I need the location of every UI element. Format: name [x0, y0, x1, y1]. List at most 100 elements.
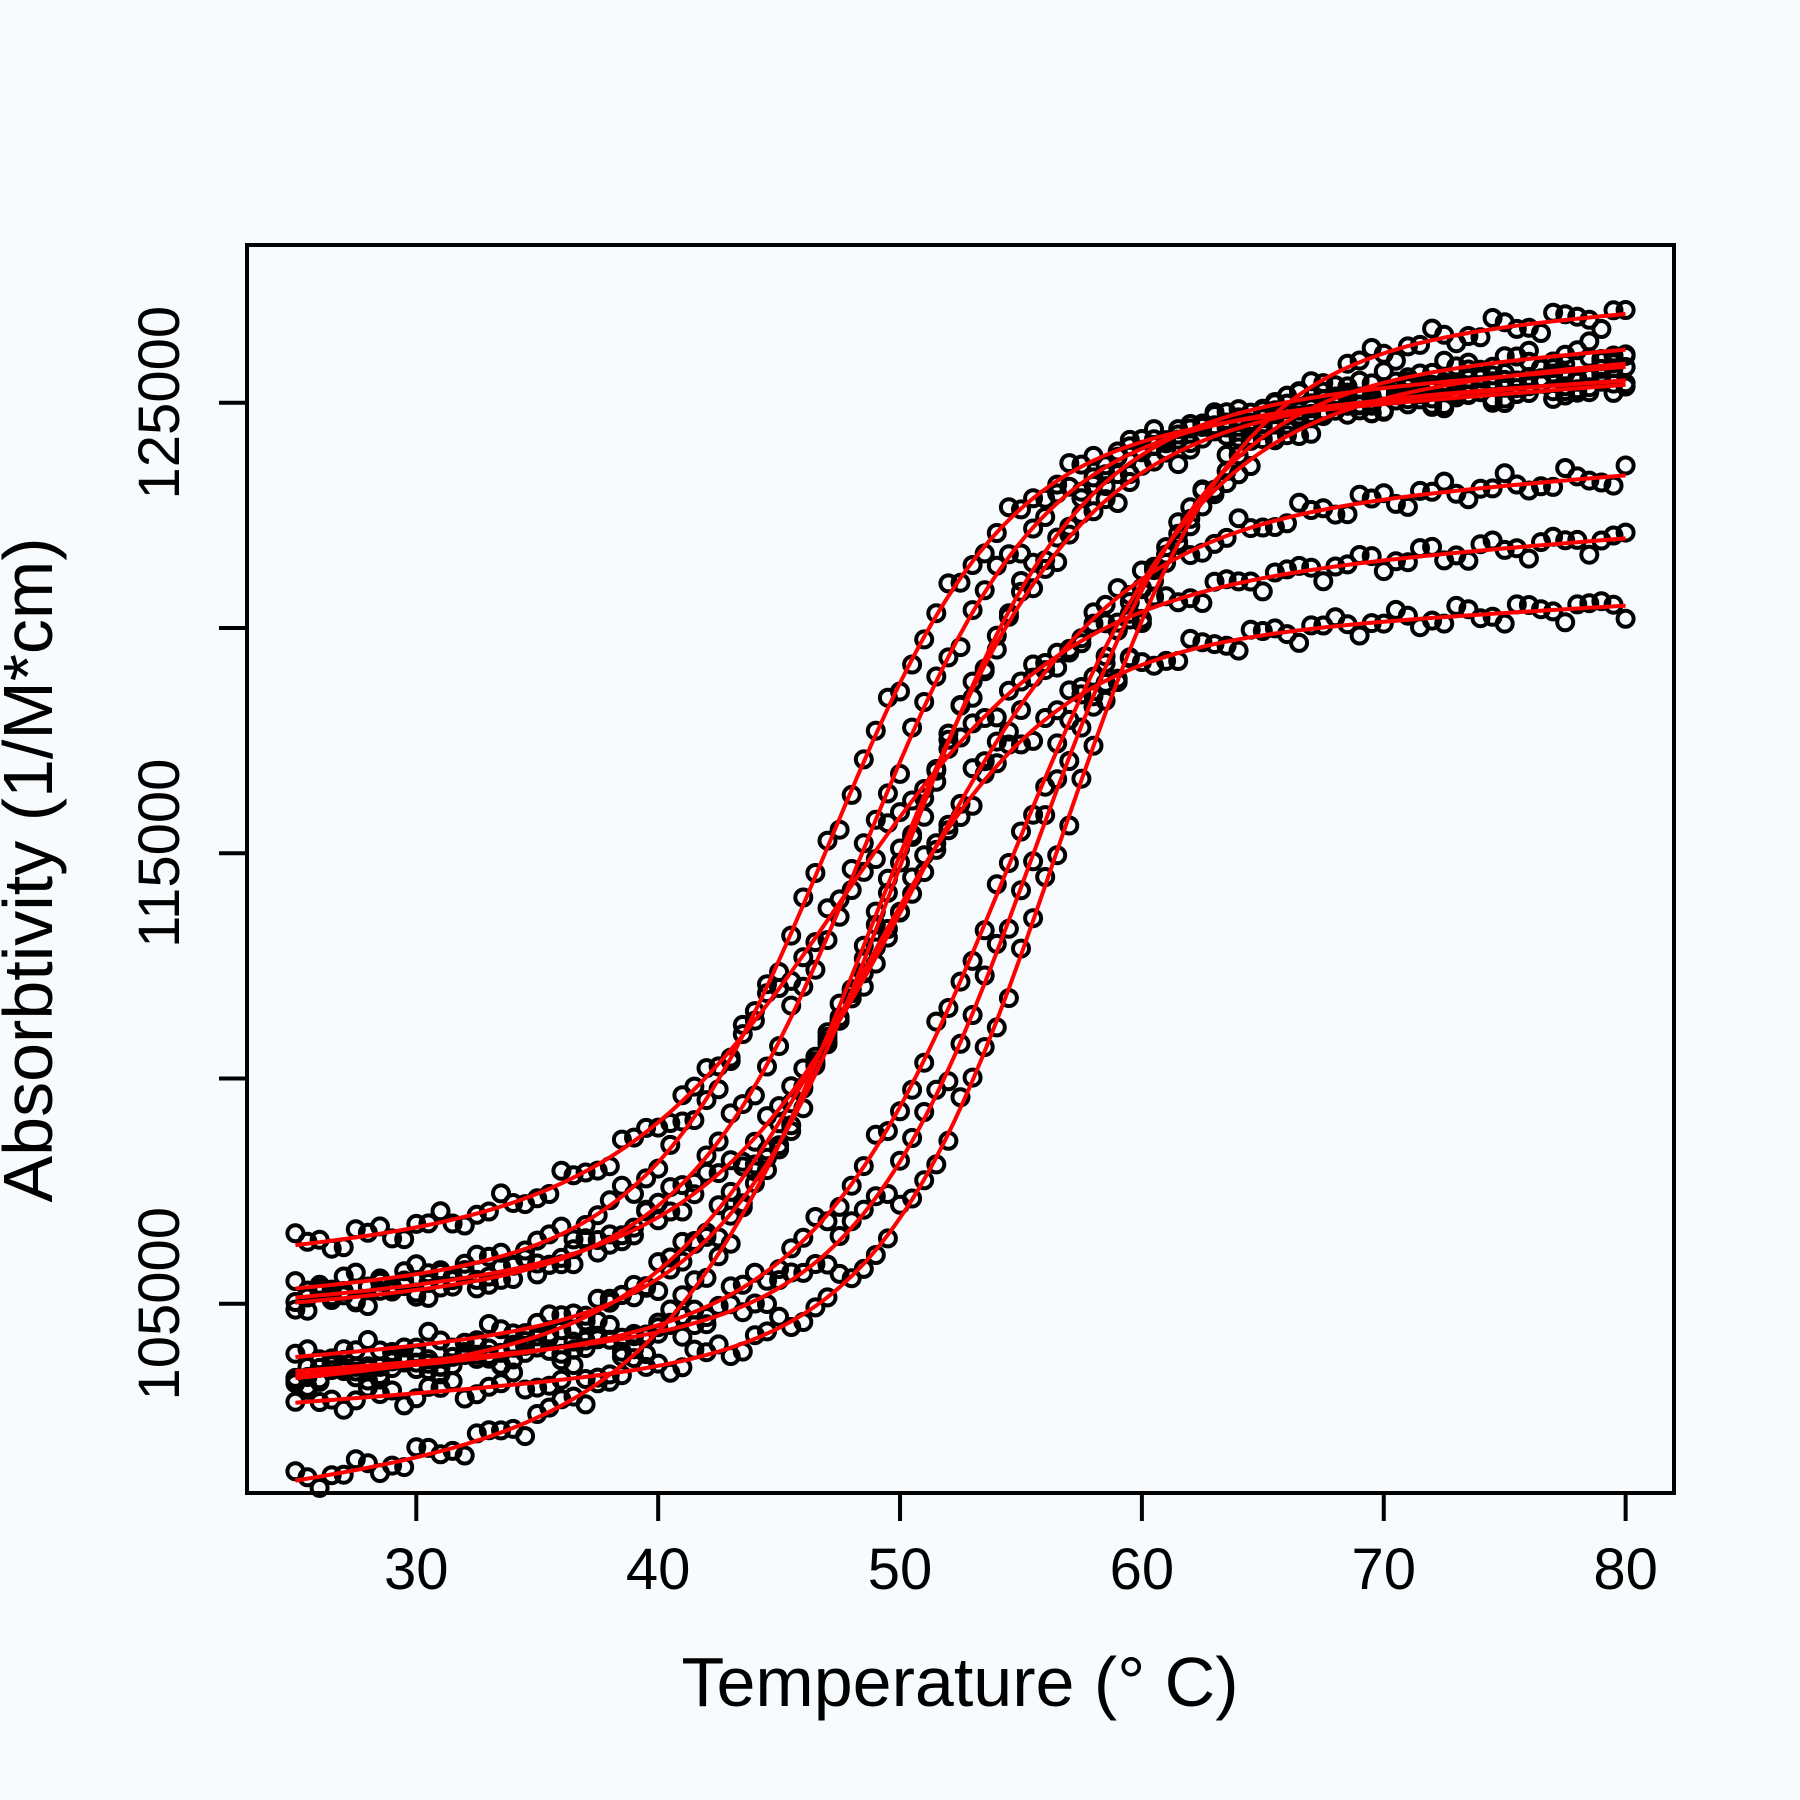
- data-point: [575, 1394, 596, 1415]
- data-point: [1615, 300, 1636, 320]
- data-point: [1494, 346, 1515, 367]
- data-point: [587, 1205, 608, 1226]
- x-tick-label: 40: [626, 1537, 691, 1602]
- data-point: [1083, 735, 1104, 756]
- x-tick-label: 30: [384, 1537, 449, 1602]
- x-tick-label: 60: [1110, 1537, 1175, 1602]
- data-point: [926, 833, 947, 854]
- data-point: [708, 1163, 729, 1184]
- data-point: [1168, 454, 1189, 475]
- data-point: [684, 1184, 705, 1205]
- data-point: [357, 1330, 378, 1350]
- data-point: [1373, 561, 1394, 582]
- fit-curve: [295, 603, 1626, 1381]
- data-point: [285, 1271, 306, 1292]
- data-point: [1059, 524, 1080, 545]
- data-point: [708, 1195, 729, 1216]
- data-point: [974, 580, 995, 601]
- fit-curve: [295, 347, 1626, 1374]
- data-point: [1397, 496, 1418, 517]
- data-points: [285, 300, 1636, 1498]
- data-point: [684, 1172, 705, 1193]
- data-point: [732, 1024, 753, 1045]
- data-point: [345, 1449, 366, 1470]
- data-point: [1615, 373, 1636, 394]
- data-point: [950, 1033, 971, 1054]
- data-point: [1095, 594, 1116, 615]
- data-point: [1555, 304, 1576, 325]
- data-point: [1023, 578, 1044, 599]
- data-point: [357, 1453, 378, 1474]
- x-tick-label: 50: [868, 1537, 933, 1602]
- data-point: [1277, 425, 1297, 446]
- data-point: [998, 497, 1019, 518]
- data-point: [1228, 640, 1249, 661]
- data-point: [624, 1127, 644, 1148]
- data-point: [1192, 632, 1213, 653]
- data-point: [1192, 593, 1213, 613]
- data-point: [1277, 559, 1297, 580]
- data-point: [1023, 488, 1044, 509]
- data-point: [1385, 350, 1406, 371]
- data-point: [853, 749, 874, 770]
- data-point: [660, 1134, 681, 1155]
- data-point: [684, 1110, 705, 1131]
- data-point: [986, 523, 1007, 543]
- data-point: [1228, 399, 1249, 420]
- data-point: [648, 1281, 669, 1301]
- data-point: [575, 1228, 596, 1249]
- data-point: [515, 1379, 536, 1400]
- data-point: [974, 708, 995, 728]
- data-point: [515, 1426, 536, 1447]
- data-point: [1410, 480, 1430, 501]
- data-point: [986, 731, 1007, 752]
- data-point: [914, 1170, 935, 1191]
- data-point: [1252, 621, 1273, 641]
- fit-curve: [295, 378, 1626, 1483]
- x-axis: 30 40 50 60 70 80: [384, 1493, 1658, 1602]
- data-point: [853, 1156, 874, 1177]
- data-point: [938, 647, 959, 668]
- data-point: [1591, 591, 1612, 612]
- fit-curve: [295, 473, 1626, 1300]
- data-point: [769, 1306, 790, 1327]
- data-point: [672, 1326, 693, 1347]
- data-point: [1591, 472, 1612, 493]
- data-point: [902, 1188, 923, 1209]
- data-point: [1555, 530, 1576, 551]
- x-axis-title: Temperature (° C): [681, 1643, 1238, 1721]
- data-point: [442, 1213, 463, 1234]
- data-point: [1059, 680, 1080, 701]
- fit-curves: [295, 312, 1626, 1483]
- data-point: [829, 1226, 850, 1246]
- data-point: [1458, 352, 1479, 373]
- data-point: [1071, 684, 1092, 705]
- data-point: [974, 751, 995, 772]
- data-point: [1434, 471, 1455, 492]
- data-point: [793, 947, 814, 968]
- data-point: [890, 1150, 910, 1171]
- data-point: [998, 680, 1019, 701]
- data-point: [1047, 700, 1068, 721]
- data-point: [926, 603, 947, 624]
- data-point: [986, 753, 1007, 774]
- data-point: [1506, 318, 1527, 339]
- data-point: [962, 555, 983, 575]
- data-point: [962, 600, 983, 621]
- data-point: [1494, 463, 1515, 484]
- data-point: [1567, 466, 1588, 487]
- data-point: [998, 853, 1019, 873]
- data-point: [1615, 522, 1636, 543]
- data-point: [1180, 628, 1201, 649]
- data-point: [902, 790, 923, 811]
- data-point: [1071, 717, 1092, 738]
- data-point: [1301, 615, 1322, 636]
- data-point: [696, 1162, 717, 1183]
- data-point: [1277, 513, 1297, 534]
- data-point: [817, 1254, 838, 1275]
- y-axis: 105000 115000 125000: [127, 306, 247, 1401]
- data-point: [1579, 593, 1600, 614]
- data-point: [575, 1162, 596, 1183]
- data-point: [660, 1201, 681, 1222]
